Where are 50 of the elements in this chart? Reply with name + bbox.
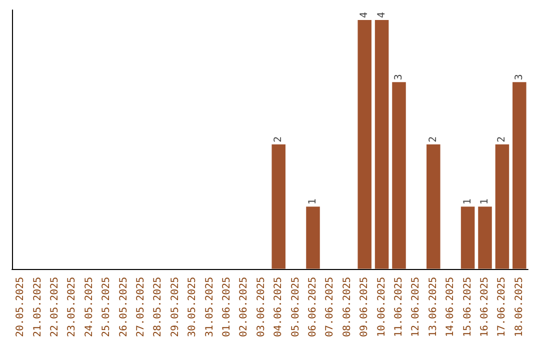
bar <box>374 20 389 269</box>
data-label: 1 <box>480 198 490 205</box>
x-tick-label: 15.06.2025 <box>462 276 474 338</box>
x-tick-label: 11.06.2025 <box>394 276 404 338</box>
x-tick-label: 02.06.2025 <box>238 276 250 338</box>
x-tick-label: 29.05.2025 <box>170 276 181 338</box>
x-tick-label: 10.06.2025 <box>376 276 388 338</box>
x-tick-label: 31.05.2025 <box>204 276 216 338</box>
bar <box>272 144 286 269</box>
x-tick-label: 28.05.2025 <box>152 276 164 338</box>
data-label: 1 <box>308 198 318 205</box>
x-tick-label: 22.05.2025 <box>50 276 60 338</box>
x-tick-label: 26.05.2025 <box>118 276 130 338</box>
x-tick-label: 13.06.2025 <box>428 276 439 338</box>
x-tick-label: 17.06.2025 <box>496 276 508 338</box>
x-tick-label: 09.06.2025 <box>359 276 370 338</box>
x-tick-label: 04.06.2025 <box>273 276 284 338</box>
x-tick-label: 12.06.2025 <box>410 276 422 338</box>
x-tick-label: 23.05.2025 <box>66 276 78 338</box>
bar <box>460 206 475 269</box>
x-tick-label: 21.05.2025 <box>32 276 44 338</box>
data-label: 4 <box>376 12 388 18</box>
data-label: 3 <box>514 74 525 80</box>
bar <box>426 144 440 269</box>
x-tick-label: 18.06.2025 <box>514 276 525 338</box>
bar <box>306 206 320 269</box>
x-tick-label: 14.06.2025 <box>445 276 456 338</box>
data-label: 2 <box>496 136 508 142</box>
x-tick-label: 06.06.2025 <box>308 276 318 338</box>
x-tick-label: 05.06.2025 <box>290 276 302 338</box>
bar <box>392 82 406 269</box>
x-tick-label: 08.06.2025 <box>342 276 353 338</box>
bar <box>358 20 372 269</box>
x-tick-label: 27.05.2025 <box>136 276 146 338</box>
x-tick-label: 20.05.2025 <box>15 276 26 338</box>
x-tick-label: 01.06.2025 <box>222 276 232 338</box>
x-tick-label: 03.06.2025 <box>256 276 267 338</box>
bar <box>495 144 510 269</box>
x-tick-label: 24.05.2025 <box>84 276 95 338</box>
data-label: 2 <box>428 136 439 142</box>
x-tick-label: 16.06.2025 <box>480 276 490 338</box>
x-tick-label: 07.06.2025 <box>324 276 336 338</box>
bar <box>512 82 526 269</box>
bar <box>478 206 492 269</box>
x-tick-label: 30.05.2025 <box>187 276 198 338</box>
data-label: 2 <box>273 136 284 142</box>
data-label: 4 <box>359 12 370 18</box>
data-label: 3 <box>394 74 404 80</box>
x-tick-label: 25.05.2025 <box>101 276 112 338</box>
data-label: 1 <box>462 198 474 205</box>
